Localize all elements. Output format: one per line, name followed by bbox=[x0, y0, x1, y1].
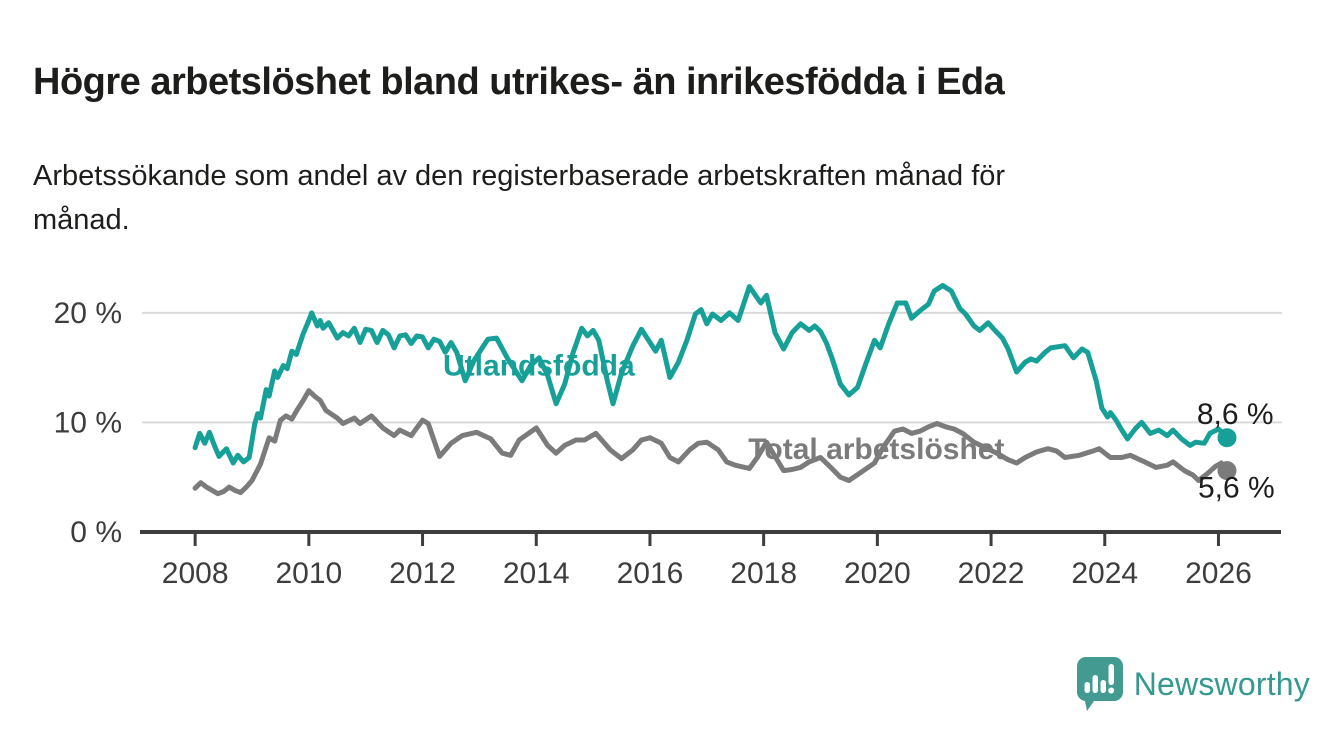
logo-exclamation-dot bbox=[1107, 687, 1114, 694]
logo-bar-1 bbox=[1084, 682, 1090, 693]
x-tick-label: 2016 bbox=[617, 557, 684, 590]
bar-chart-speech-bubble-icon bbox=[1076, 657, 1123, 711]
x-tick-label: 2012 bbox=[389, 557, 456, 590]
series-label: Total arbetslöshet bbox=[748, 433, 1004, 466]
series-line bbox=[192, 283, 1230, 466]
logo-exclamation-bar bbox=[1108, 664, 1114, 685]
series-end-dot bbox=[1217, 461, 1237, 481]
y-tick-label: 10 % bbox=[54, 406, 122, 439]
x-tick-label: 2008 bbox=[162, 557, 229, 590]
brand-name: Newsworthy bbox=[1133, 665, 1310, 702]
series-end-value: 5,6 % bbox=[1198, 471, 1275, 504]
series-end-dot bbox=[1217, 428, 1237, 448]
x-tick-label: 2026 bbox=[1185, 557, 1252, 590]
y-tick-label: 0 % bbox=[70, 516, 122, 549]
series-label: Utlandsfödda bbox=[443, 349, 635, 382]
x-tick-label: 2020 bbox=[844, 557, 911, 590]
x-tick-label: 2018 bbox=[730, 557, 797, 590]
page-subtitle: Arbetssökande som andel av den registerb… bbox=[33, 160, 1006, 236]
x-tick-label: 2014 bbox=[503, 557, 570, 590]
x-tick-label: 2022 bbox=[958, 557, 1025, 590]
series-line bbox=[192, 388, 1230, 497]
x-tick-label: 2010 bbox=[275, 557, 342, 590]
page-title: Högre arbetslöshet bland utrikes- än inr… bbox=[33, 61, 1005, 104]
y-tick-label: 20 % bbox=[54, 297, 122, 330]
logo-bar-3 bbox=[1100, 680, 1106, 693]
series-end-value: 8,6 % bbox=[1197, 398, 1274, 431]
x-tick-label: 2024 bbox=[1071, 557, 1138, 590]
newsworthy-logo: Newsworthy bbox=[1076, 656, 1310, 712]
logo-bar-2 bbox=[1092, 675, 1098, 693]
